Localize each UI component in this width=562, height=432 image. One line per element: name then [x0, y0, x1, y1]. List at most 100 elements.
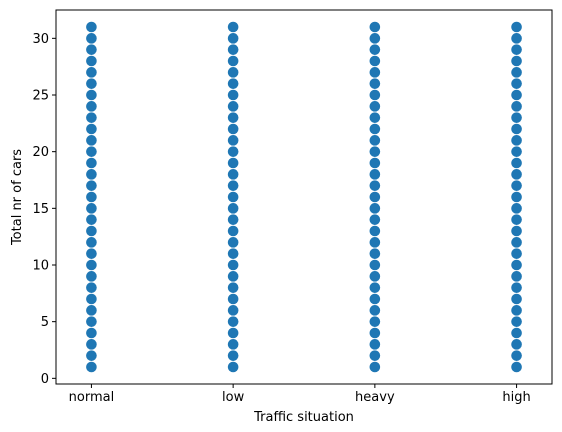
data-point — [369, 180, 381, 191]
data-point — [227, 248, 239, 259]
data-point — [227, 55, 239, 67]
data-point — [369, 89, 381, 101]
data-point — [369, 44, 381, 55]
data-point — [86, 157, 97, 169]
data-point — [86, 248, 97, 259]
data-point — [369, 33, 381, 44]
y-tick-label: 10 — [32, 259, 49, 274]
data-point — [227, 123, 239, 135]
data-point — [369, 225, 381, 237]
data-point — [227, 21, 239, 33]
data-point — [511, 203, 522, 214]
data-point — [511, 44, 522, 55]
data-point — [511, 191, 522, 203]
data-point — [369, 316, 381, 327]
data-point — [369, 271, 381, 282]
y-tick-label: 5 — [41, 315, 49, 330]
data-point — [511, 214, 522, 225]
data-point — [511, 89, 522, 101]
data-point — [86, 339, 97, 350]
data-point — [86, 316, 97, 327]
x-axis-label: Traffic situation — [253, 410, 354, 425]
data-point — [511, 271, 522, 282]
data-point — [86, 112, 97, 123]
data-points — [86, 21, 522, 373]
x-axis: normal low heavy high — [69, 384, 531, 405]
data-point — [227, 135, 239, 146]
data-point — [86, 180, 97, 191]
data-point — [227, 78, 239, 89]
data-point — [227, 214, 239, 225]
data-point — [86, 237, 97, 248]
data-point — [86, 169, 97, 180]
data-point — [511, 33, 522, 44]
data-point — [227, 33, 239, 44]
data-point — [369, 248, 381, 259]
data-point — [511, 305, 522, 316]
data-point — [227, 180, 239, 191]
y-tick-label: 15 — [32, 202, 49, 217]
data-point — [369, 339, 381, 350]
data-point — [227, 327, 239, 339]
x-tick-label: low — [222, 390, 245, 405]
data-point — [86, 78, 97, 89]
data-point — [511, 55, 522, 67]
data-point — [369, 169, 381, 180]
data-point — [86, 293, 97, 305]
data-point — [227, 271, 239, 282]
data-point — [369, 67, 381, 78]
data-point — [511, 169, 522, 180]
data-point — [511, 78, 522, 89]
data-point — [511, 327, 522, 339]
x-tick-label: high — [502, 390, 530, 405]
data-point — [369, 191, 381, 203]
data-point — [227, 44, 239, 55]
data-point — [86, 282, 97, 293]
y-tick-label: 20 — [32, 145, 49, 160]
data-point — [511, 316, 522, 327]
data-point — [227, 316, 239, 327]
data-point — [86, 33, 97, 44]
data-point — [227, 225, 239, 237]
y-tick-label: 25 — [32, 89, 49, 104]
x-tick-label: normal — [69, 390, 115, 405]
data-point — [227, 237, 239, 248]
data-point — [369, 305, 381, 316]
data-point — [227, 339, 239, 350]
data-point — [369, 21, 381, 33]
data-point — [86, 305, 97, 316]
data-point — [369, 282, 381, 293]
y-axis-label: Total nr of cars — [10, 149, 25, 246]
data-point — [227, 282, 239, 293]
data-point — [511, 123, 522, 135]
data-point — [227, 361, 239, 373]
data-point — [369, 101, 381, 112]
data-point — [511, 350, 522, 361]
data-point — [227, 259, 239, 271]
data-point — [511, 248, 522, 259]
data-point — [369, 350, 381, 361]
data-point — [511, 361, 522, 373]
data-point — [86, 191, 97, 203]
data-point — [369, 123, 381, 135]
data-point — [86, 135, 97, 146]
data-point — [369, 157, 381, 169]
data-point — [369, 327, 381, 339]
data-point — [369, 135, 381, 146]
data-point — [86, 271, 97, 282]
data-point — [86, 67, 97, 78]
data-point — [227, 157, 239, 169]
data-point — [86, 361, 97, 373]
x-tick-label: heavy — [355, 390, 395, 405]
data-point — [511, 180, 522, 191]
data-point — [227, 350, 239, 361]
data-point — [511, 135, 522, 146]
data-point — [86, 21, 97, 33]
data-point — [227, 101, 239, 112]
data-point — [86, 101, 97, 112]
data-point — [227, 169, 239, 180]
data-point — [86, 214, 97, 225]
data-point — [227, 146, 239, 157]
data-point — [369, 112, 381, 123]
